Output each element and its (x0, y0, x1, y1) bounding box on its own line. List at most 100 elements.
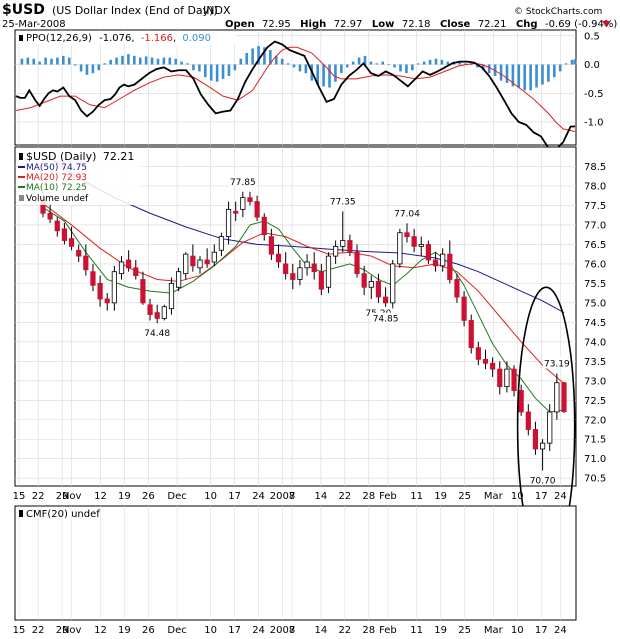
chg-value: -0.69 (-0.94%) (545, 19, 617, 30)
ma-line (42, 203, 565, 384)
cmf-legend-swatch (19, 510, 23, 517)
x-tick-label: Mar (484, 491, 504, 502)
ma-line (42, 152, 565, 314)
x-tick-label: 22 (338, 491, 351, 502)
candle-body (425, 244, 431, 261)
x-tick-label: Feb (379, 625, 397, 636)
x-tick-label: 29 (56, 625, 69, 636)
x-tick-label: 15 (13, 491, 26, 502)
annotation-bg (328, 195, 357, 207)
ppo-hist-bar (411, 64, 414, 71)
ppo-hist-bar (198, 64, 201, 72)
candle-body (340, 240, 346, 247)
x-tick-label: 14 (314, 625, 327, 636)
candle-body (547, 411, 553, 444)
x-tick-label: 22 (338, 625, 351, 636)
ppo-hist-bar (221, 64, 225, 79)
ppo-hist-bar (393, 64, 396, 68)
ppo-hist-bar (85, 64, 89, 75)
ppo-hist-bar (38, 61, 41, 65)
x-tick-label: 12 (94, 491, 107, 502)
ppo-line (15, 40, 576, 151)
ppo-hist-bar (499, 64, 503, 81)
ppo-hist-bar (62, 55, 65, 65)
price-tick-label: 72.0 (584, 415, 606, 426)
ppo-hist-bar (482, 64, 485, 71)
candle-body (475, 347, 481, 360)
x-tick-label: 28 (362, 625, 375, 636)
ppo-legend-swatch (19, 35, 23, 41)
ppo-hist-bar (209, 64, 213, 81)
candle-body (525, 411, 531, 430)
candle-body (490, 362, 496, 370)
candle-body (518, 390, 524, 413)
candle-body (283, 263, 289, 275)
high-label: High (300, 19, 326, 30)
candle-body (176, 271, 182, 288)
price-tick-label: 71.5 (584, 435, 606, 446)
ppo-legend-bg (17, 32, 235, 44)
ppo-hist-bar (97, 64, 101, 71)
ppo-legend-label: PPO(12,26,9) (26, 33, 92, 44)
ppo-hist-bar (127, 54, 130, 65)
candle-body (154, 312, 160, 319)
candle-body (404, 232, 410, 238)
ppo-hist-bar (570, 59, 574, 65)
ppo-legend: PPO(12,26,9) -1.076, -1.166, 0.090 (26, 33, 211, 44)
candle-body (304, 261, 310, 269)
price-annotation: 70.70 (530, 476, 556, 486)
candle-body (97, 282, 103, 300)
candle-body (375, 281, 382, 298)
copyright: © StockCharts.com (514, 7, 602, 17)
x-tick-label: 2008 (270, 491, 295, 502)
ma-legend-label: MA(10) 72.25 (26, 183, 87, 193)
candle-body (190, 255, 196, 267)
price-tick-label: 78.5 (584, 162, 606, 173)
price-tick-label: 74.0 (584, 337, 606, 348)
candle-body (261, 216, 267, 236)
price-panel: 74.4877.8577.3575.2074.8577.0470.7073.19… (14, 146, 606, 565)
ppo-hist-bar (558, 64, 562, 72)
price-tick-label: 73.0 (584, 376, 606, 387)
price-annotation: 73.19 (544, 359, 570, 369)
ppo-tick-label: -0.5 (584, 89, 604, 100)
candle-body (254, 201, 260, 218)
ppo-tick-label: 0.5 (584, 31, 600, 42)
cmf-panel-frame (14, 505, 577, 621)
x-tick-label: Mar (484, 625, 504, 636)
ppo-hist-bar (523, 64, 527, 91)
ppo-hist-bar (150, 57, 154, 65)
price-y-axis: 78.5 78.0 77.5 77.0 76.5 76.0 75.5 75.0 74.5 74.0… (584, 162, 606, 485)
candle-body (504, 368, 510, 388)
ppo-hist-bar (535, 64, 538, 88)
x-tick-label: 2008 (270, 625, 295, 636)
ppo-hist-bar (334, 64, 337, 82)
ppo-hist-bar (428, 59, 432, 65)
ppo-hist-bar (156, 58, 160, 65)
down-triangle-icon (602, 21, 610, 27)
low-label: Low (372, 19, 394, 30)
candle-body (268, 236, 274, 255)
candle-body (354, 251, 360, 275)
price-tick-label: 77.5 (584, 201, 606, 212)
x-tick-label: 14 (314, 491, 327, 502)
price-tick-label: 78.0 (584, 181, 606, 192)
x-tick-label: 26 (142, 491, 155, 502)
x-tick-label: Nov (62, 491, 82, 502)
candle-body (368, 281, 374, 288)
x-tick-label: 22 (32, 491, 45, 502)
ppo-tick-label: 0.0 (584, 60, 600, 71)
moving-averages (42, 152, 565, 413)
price-legend-value: 72.21 (103, 150, 135, 163)
x-tick-label: 25 (458, 491, 471, 502)
price-annotation: 77.04 (394, 209, 420, 219)
ppo-legend-hist: 0.090 (182, 33, 211, 44)
x-tick-label: 17 (228, 625, 241, 636)
date: 25-Mar-2008 (2, 19, 66, 30)
x-tick-label: 7 (289, 491, 295, 502)
x-tick-label: Nov (62, 625, 82, 636)
candle-body (61, 228, 68, 241)
ppo-hist-bar (405, 64, 408, 74)
ppo-hist-bar (340, 64, 343, 74)
x-tick-label: 10 (511, 491, 524, 502)
